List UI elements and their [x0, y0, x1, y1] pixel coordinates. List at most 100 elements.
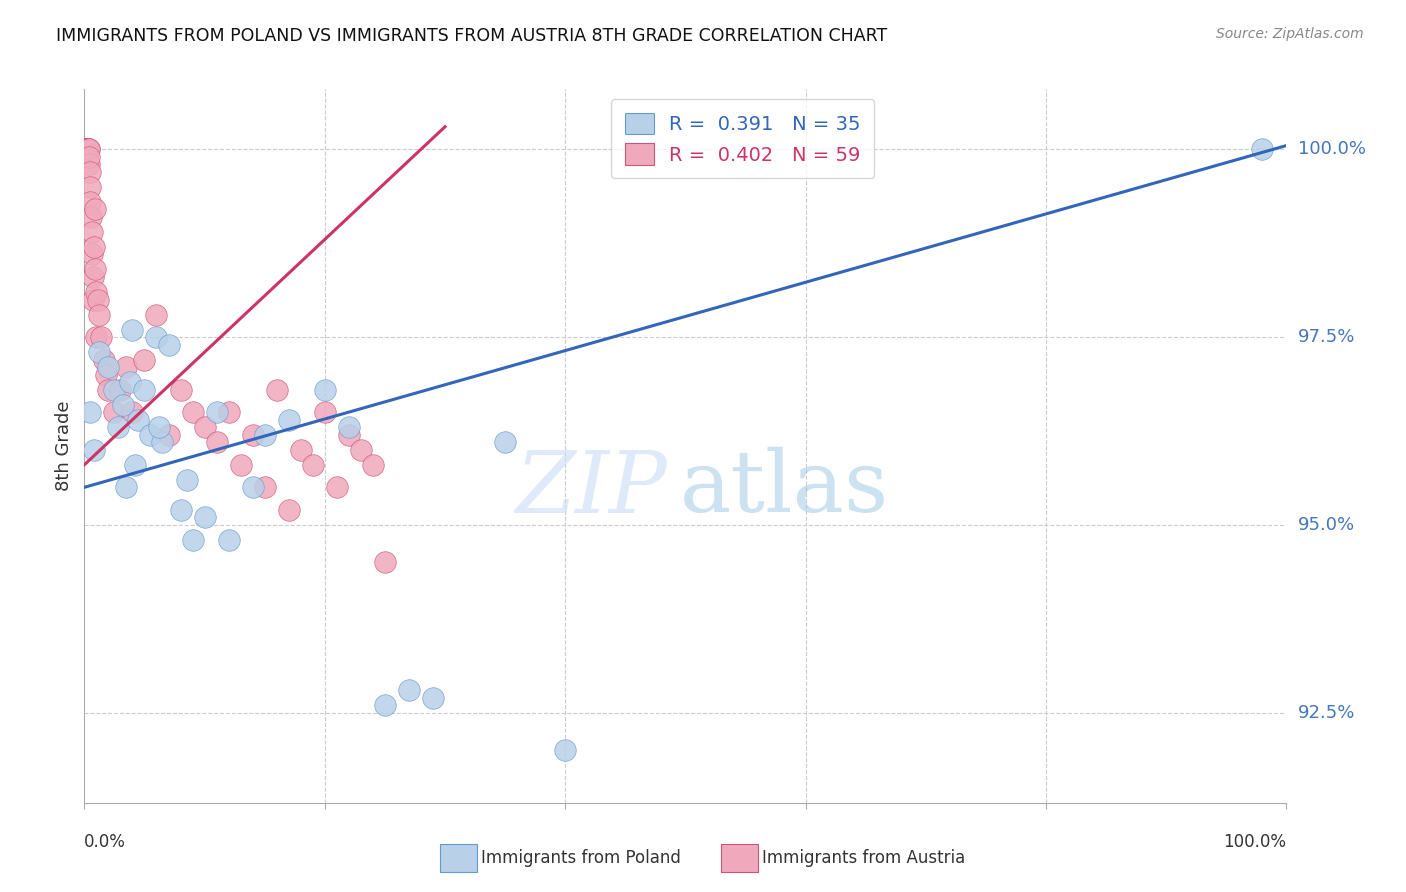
Point: [83, 442, 105, 457]
Point: [422, 690, 444, 705]
Point: [79, 194, 101, 209]
Point: [277, 413, 299, 427]
Point: [87, 308, 110, 322]
Text: atlas: atlas: [679, 447, 889, 531]
Point: [79, 150, 101, 164]
Point: [115, 360, 138, 375]
Point: [82, 270, 104, 285]
Legend: R =  0.391   N = 35, R =  0.402   N = 59: R = 0.391 N = 35, R = 0.402 N = 59: [612, 99, 875, 178]
Point: [148, 420, 170, 434]
Point: [139, 427, 162, 442]
Point: [107, 420, 129, 434]
Point: [218, 533, 240, 547]
Point: [157, 427, 180, 442]
Point: [80, 210, 103, 224]
Point: [266, 383, 288, 397]
Point: [83, 202, 105, 217]
Point: [80, 225, 103, 239]
Point: [398, 683, 420, 698]
Point: [77, 142, 100, 156]
Point: [82, 293, 104, 307]
Point: [301, 458, 323, 472]
Text: 95.0%: 95.0%: [1298, 516, 1355, 534]
Text: 97.5%: 97.5%: [1298, 328, 1355, 346]
Point: [374, 556, 396, 570]
Point: [76, 142, 98, 156]
Point: [77, 142, 100, 156]
Point: [121, 405, 143, 419]
Point: [76, 142, 98, 156]
Point: [314, 383, 336, 397]
Point: [169, 503, 191, 517]
Point: [76, 142, 98, 156]
Point: [337, 420, 360, 434]
Point: [110, 383, 132, 397]
Point: [494, 435, 516, 450]
Point: [84, 285, 107, 299]
Point: [145, 308, 167, 322]
Point: [361, 458, 384, 472]
Point: [134, 352, 156, 367]
Point: [326, 480, 349, 494]
Point: [145, 330, 167, 344]
Point: [79, 165, 101, 179]
Point: [79, 179, 101, 194]
Point: [77, 142, 100, 156]
Point: [127, 413, 149, 427]
Point: [76, 142, 98, 156]
Point: [94, 368, 117, 382]
Point: [75, 142, 97, 156]
Point: [181, 533, 204, 547]
Point: [229, 458, 252, 472]
Point: [218, 405, 240, 419]
Point: [82, 247, 104, 261]
Point: [86, 293, 108, 307]
Point: [277, 503, 299, 517]
Point: [118, 375, 141, 389]
Text: 0.0%: 0.0%: [84, 833, 127, 851]
Text: ZIP: ZIP: [516, 448, 668, 530]
Point: [157, 337, 180, 351]
Point: [77, 157, 100, 171]
Point: [83, 240, 105, 254]
Point: [290, 442, 312, 457]
Point: [134, 383, 156, 397]
Text: 100.0%: 100.0%: [1298, 140, 1365, 158]
Text: Immigrants from Austria: Immigrants from Austria: [762, 849, 966, 867]
Text: 92.5%: 92.5%: [1298, 704, 1355, 722]
Point: [1251, 142, 1274, 156]
Point: [86, 330, 108, 344]
Point: [314, 405, 336, 419]
Point: [90, 330, 112, 344]
Text: IMMIGRANTS FROM POLAND VS IMMIGRANTS FROM AUSTRIA 8TH GRADE CORRELATION CHART: IMMIGRANTS FROM POLAND VS IMMIGRANTS FRO…: [56, 27, 887, 45]
Point: [152, 435, 174, 450]
Point: [75, 142, 97, 156]
Point: [84, 262, 107, 277]
Point: [169, 383, 191, 397]
Point: [181, 405, 204, 419]
Point: [253, 480, 276, 494]
Point: [205, 405, 228, 419]
Text: 100.0%: 100.0%: [1223, 833, 1286, 851]
Point: [73, 142, 96, 156]
Point: [77, 142, 100, 156]
Point: [76, 142, 98, 156]
Text: Source: ZipAtlas.com: Source: ZipAtlas.com: [1216, 27, 1364, 41]
Point: [176, 473, 198, 487]
Point: [75, 142, 97, 156]
Point: [194, 510, 217, 524]
Point: [194, 420, 217, 434]
Point: [374, 698, 396, 713]
Point: [93, 352, 115, 367]
Point: [205, 435, 228, 450]
Point: [111, 398, 134, 412]
Point: [350, 442, 373, 457]
Point: [242, 427, 264, 442]
Point: [242, 480, 264, 494]
Point: [554, 743, 576, 757]
Point: [87, 345, 110, 359]
Point: [115, 480, 138, 494]
Y-axis label: 8th Grade: 8th Grade: [55, 401, 73, 491]
Point: [103, 405, 125, 419]
Point: [337, 427, 360, 442]
